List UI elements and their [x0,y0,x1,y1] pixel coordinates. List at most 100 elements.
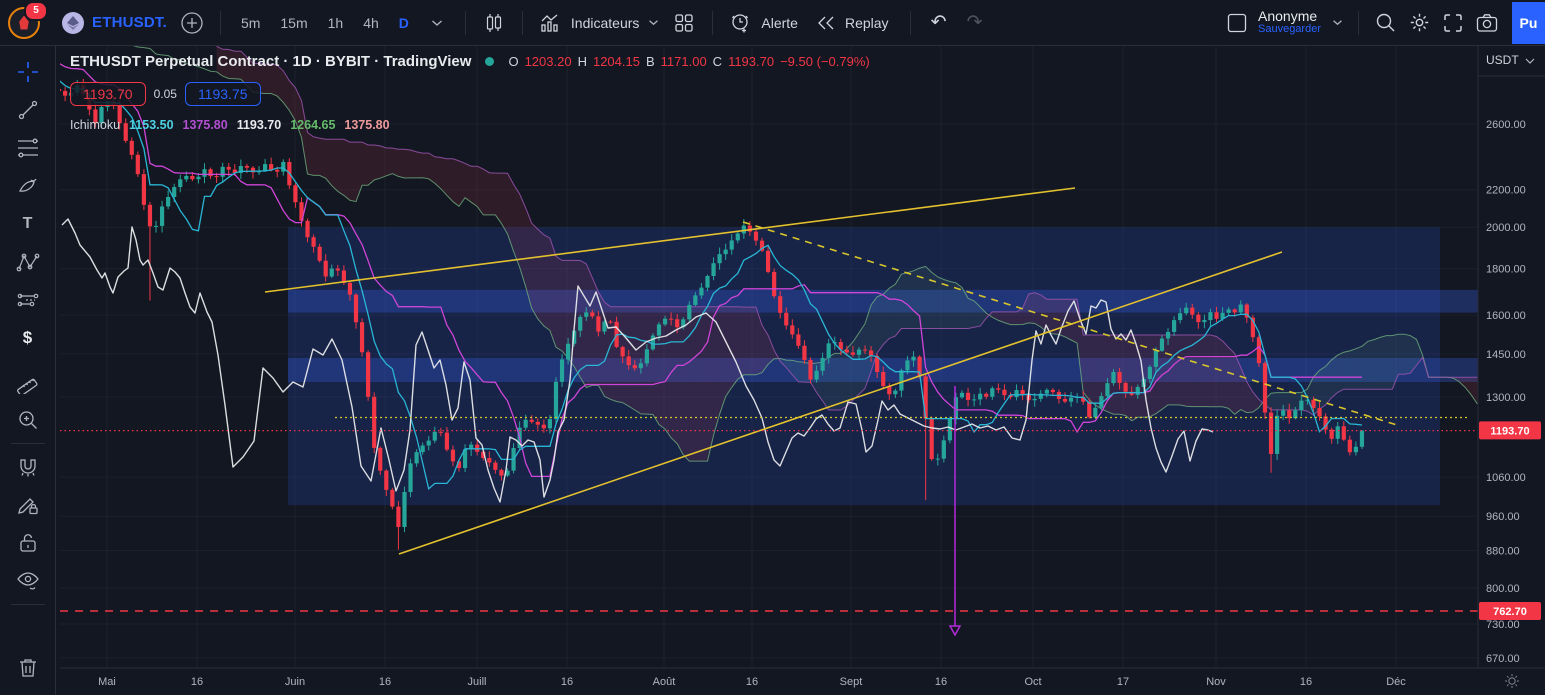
brush-tool[interactable] [9,167,47,205]
text-tool-icon: T [22,215,33,232]
tenkan-line [60,80,1363,491]
grid-layout-icon [675,13,694,32]
undo-button[interactable]: ↶ [930,12,947,33]
trend-line-icon [18,100,37,120]
lock-all-tool[interactable] [9,524,47,562]
trash-icon [19,659,36,677]
svg-text:Sept: Sept [840,676,863,688]
plus-icon [181,11,203,34]
broker-logo[interactable]: 5 [8,0,48,39]
crosshair-icon [17,62,38,82]
support-resistance-zones [288,227,1478,506]
price-axis[interactable]: USDT 2600.00 2200.00 2000.00 1800.00 1600.00 1… [1477,45,1545,695]
compare-add-button[interactable] [177,8,207,38]
svg-text:17: 17 [1117,676,1129,688]
zoom-in-tool[interactable] [9,401,47,439]
timeframe-1d[interactable]: D [398,14,409,31]
xabcd-pattern-tool[interactable] [9,243,47,281]
svg-text:Déc: Déc [1386,676,1406,688]
chevron-down-icon [1332,20,1342,26]
indicators-button[interactable]: Indicateurs [536,8,663,38]
search-icon [1376,13,1394,32]
symbol-button[interactable]: ETHUSDT. [92,14,167,31]
projection-icon [17,293,38,307]
chart-title[interactable]: ETHUSDT Perpetual Contract · 1D · BYBIT … [70,53,472,70]
layout-name[interactable]: Anonyme Sauvegarder [1258,9,1321,36]
magnet-tool[interactable] [9,448,47,486]
fib-retracement-tool[interactable] [9,129,47,167]
chart-type-button[interactable] [479,8,509,38]
svg-text:Oct: Oct [1024,676,1041,688]
svg-text:1450.00: 1450.00 [1486,349,1526,361]
indicators-label: Indicateurs [570,14,640,31]
timeframe-1h[interactable]: 1h [327,14,344,31]
measure-tool[interactable] [9,363,47,401]
sell-button[interactable]: 1193.70 [70,82,146,106]
trend-line-tool[interactable] [9,91,47,129]
drawing-mode-tool[interactable] [9,486,47,524]
svg-text:16: 16 [746,676,758,688]
ichimoku-value: 1375.80 [344,118,390,132]
fib-retracement-icon [17,138,38,158]
indicators-icon [541,14,558,32]
svg-text:Mai: Mai [98,676,116,688]
replay-icon [818,16,834,29]
market-status-icon [485,57,495,66]
chevron-down-icon [431,19,442,26]
alert-button[interactable]: Alerte [726,8,804,38]
time-axis[interactable]: Mai 16 Juin 16 Juill 16 Août 16 Sept 16 Oct 17 Nov 16… [60,667,1545,695]
notification-badge: 5 [24,0,48,21]
ichimoku-value: 1193.70 [236,118,282,132]
settings-button[interactable] [1404,8,1434,38]
timeframe-5m[interactable]: 5m [240,14,261,31]
svg-text:16: 16 [191,676,203,688]
ichimoku-label: Ichimoku [70,118,121,132]
fullscreen-button[interactable] [1438,8,1468,38]
change-value: −9.50 (−0.79%) [780,54,870,69]
layout-button[interactable] [1222,8,1252,38]
price-badge: 762.70 [1493,606,1527,618]
svg-text:Juin: Juin [285,676,305,688]
svg-text:1800.00: 1800.00 [1486,264,1526,276]
timeframe-15m[interactable]: 15m [280,14,308,31]
ichimoku-value: 1264.65 [290,118,336,132]
svg-text:Août: Août [653,676,676,688]
svg-text:Juill: Juill [468,676,487,688]
camera-icon [1476,13,1498,32]
projection-tool[interactable] [9,281,47,319]
buy-button[interactable]: 1193.75 [184,82,261,106]
ichimoku-value: 1375.80 [182,118,228,132]
gear-icon [1410,13,1428,32]
forecast-tool[interactable]: $ [9,319,47,357]
senkou-a-line [130,45,1478,462]
zoom-in-icon [18,411,37,429]
top-toolbar: 5 ETHUSDT. 5m 15m 1h 4h D [0,0,1545,46]
candles-icon [486,13,502,32]
replay-button[interactable]: Replay [810,8,897,38]
svg-text:USDT: USDT [1486,53,1519,67]
chevron-down-icon [1525,58,1535,64]
svg-text:1600.00: 1600.00 [1486,310,1526,322]
indicator-templates-button[interactable] [669,8,699,38]
redo-button[interactable]: ↷ [966,12,983,33]
layout-menu-button[interactable] [1327,8,1347,38]
timeframe-4h[interactable]: 4h [363,14,379,31]
hide-drawings-tool[interactable] [9,562,47,600]
text-tool[interactable]: T [9,205,47,243]
eth-icon [62,11,84,34]
theme-sun-icon[interactable] [1505,674,1519,688]
svg-text:800.00: 800.00 [1486,583,1520,595]
quick-search-button[interactable] [1370,8,1400,38]
publish-button[interactable]: Pu [1512,1,1545,44]
screenshot-button[interactable] [1472,8,1502,38]
candles-layer [60,79,1365,550]
crosshair-tool[interactable] [9,53,47,91]
save-layout-link[interactable]: Sauvegarder [1258,22,1321,35]
svg-text:Nov: Nov [1206,676,1226,688]
remove-drawings-tool[interactable] [9,649,47,687]
timeframe-menu-button[interactable] [422,8,452,38]
ichimoku-legend[interactable]: Ichimoku 1153.50 1375.80 1193.70 1264.65 137… [70,118,870,132]
trend-lines [60,187,1478,612]
svg-text:1300.00: 1300.00 [1486,392,1526,404]
